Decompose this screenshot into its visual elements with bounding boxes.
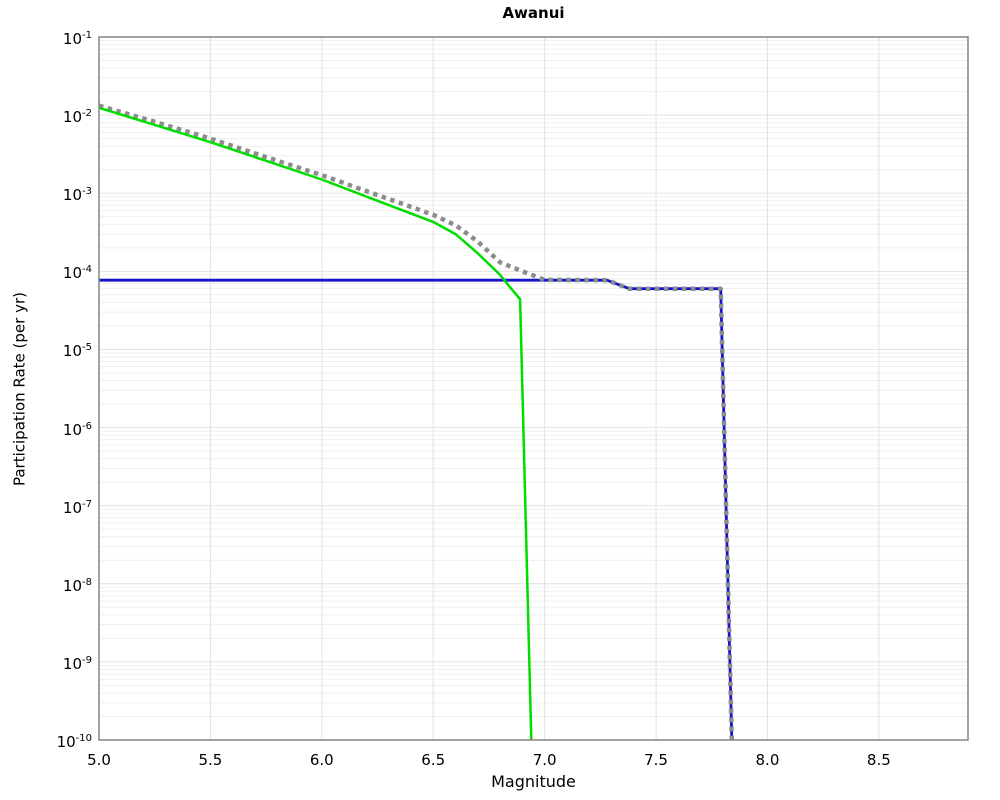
- y-tick-label: 10-6: [62, 420, 92, 439]
- x-tick-label: 5.0: [87, 751, 111, 769]
- gray-dotted-rate-curve-path: [98, 103, 735, 741]
- y-tick-label: 10-8: [62, 576, 92, 595]
- y-tick-label: 10-3: [62, 186, 92, 205]
- x-tick-label: 8.5: [866, 751, 891, 769]
- y-tick-label: 10-5: [62, 342, 92, 361]
- chart-title: Awanui: [502, 4, 565, 22]
- y-tick-label: 10-2: [62, 108, 92, 127]
- x-tick-label: 7.0: [532, 751, 557, 769]
- x-tick-label: 7.5: [644, 751, 668, 769]
- x-tick-label: 6.5: [421, 751, 446, 769]
- x-tick-label: 6.0: [309, 751, 334, 769]
- x-tick-label: 5.5: [198, 751, 223, 769]
- y-tick-label: 10-9: [62, 654, 92, 673]
- plot-frame: [98, 36, 969, 741]
- x-axis-label: Magnitude: [491, 772, 576, 791]
- green-rate-curve-path: [98, 106, 533, 741]
- y-tick-label: 10-4: [62, 264, 92, 283]
- y-tick-label: 10-1: [62, 30, 92, 48]
- y-tick-label: 10-7: [62, 498, 92, 517]
- y-tick-label: 10-10: [56, 733, 92, 751]
- x-tick-label: 8.0: [755, 751, 780, 769]
